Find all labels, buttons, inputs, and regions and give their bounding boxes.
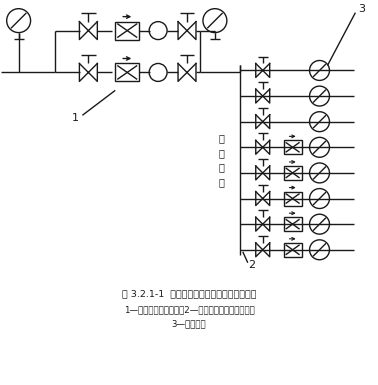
Text: 2: 2 <box>248 260 255 270</box>
Bar <box>284 141 302 154</box>
Bar <box>284 166 302 180</box>
Bar <box>284 192 302 206</box>
Bar <box>284 243 302 257</box>
Text: 3—分户水表: 3—分户水表 <box>172 320 206 328</box>
Text: 3: 3 <box>358 4 365 14</box>
Text: 1—稳压式减压阀阀组；2—直接作用式差压减压阀；: 1—稳压式减压阀阀组；2—直接作用式差压减压阀； <box>124 306 254 315</box>
Text: 图 3.2.1-1  直接作用式差压减压阀设置示意图: 图 3.2.1-1 直接作用式差压减压阀设置示意图 <box>122 290 256 299</box>
Bar <box>115 64 139 81</box>
Text: 1: 1 <box>72 113 79 123</box>
Text: 减
压
分
区: 减 压 分 区 <box>219 133 225 187</box>
Bar <box>284 217 302 231</box>
Bar <box>115 22 139 40</box>
